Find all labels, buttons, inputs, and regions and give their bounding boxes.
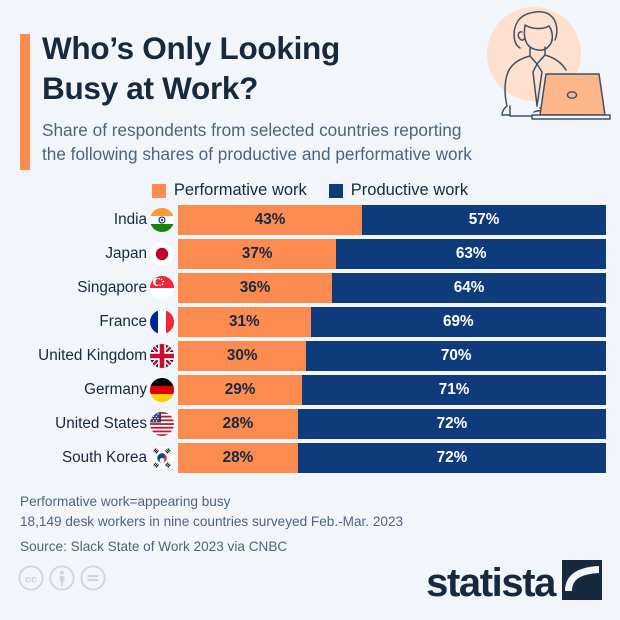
creative-commons-license-icons: cc xyxy=(18,565,106,591)
flag-france-icon xyxy=(150,310,174,334)
by-icon xyxy=(49,565,75,591)
stacked-bar: 43% 57% xyxy=(178,205,606,235)
country-label: United Kingdom xyxy=(38,347,147,364)
statista-swoosh-logo xyxy=(562,560,602,605)
stacked-bar: 36% 64% xyxy=(178,273,606,303)
legend-item-performative: Performative work xyxy=(151,181,307,200)
bar-segment-performative: 43% xyxy=(178,205,363,235)
stacked-bar: 28% 72% xyxy=(178,409,606,439)
bar-segment-performative: 30% xyxy=(178,341,307,371)
chart-row: Japan 37% 63% xyxy=(0,239,620,269)
chart-row: Singapore 36% 64% xyxy=(0,273,620,303)
bar-segment-productive: 70% xyxy=(306,341,606,371)
bar-segment-productive: 72% xyxy=(297,409,606,439)
country-label: Singapore xyxy=(77,279,147,296)
svg-text:cc: cc xyxy=(25,573,37,585)
legend-item-productive: Productive work xyxy=(328,181,469,200)
chart-row: South Korea 28% 72% xyxy=(0,443,620,473)
statista-logo: statista xyxy=(426,560,602,605)
bar-segment-productive: 69% xyxy=(310,307,606,337)
bar-segment-productive: 72% xyxy=(297,443,606,473)
chart-row: France 31% 69% xyxy=(0,307,620,337)
title-accent-bar xyxy=(20,34,30,170)
flag-south-korea-icon xyxy=(150,446,174,470)
footnote-source: Source: Slack State of Work 2023 via CNB… xyxy=(20,539,288,555)
stacked-bar: 37% 63% xyxy=(178,239,606,269)
cc-icon: cc xyxy=(18,565,44,591)
chart-row: United States 28% 72% xyxy=(0,409,620,439)
footnote-definition: Performative work=appearing busy xyxy=(20,494,231,509)
stacked-bar: 29% 71% xyxy=(178,375,606,405)
statista-wordmark: statista xyxy=(426,560,556,605)
flag-japan-icon xyxy=(150,242,174,266)
country-label: India xyxy=(113,211,147,228)
stacked-bar: 28% 72% xyxy=(178,443,606,473)
stacked-bar-chart: India 43% 57% Japan 37% 63% Singapore 36% 64%… xyxy=(0,205,620,477)
nd-icon xyxy=(80,565,106,591)
country-label: France xyxy=(99,313,147,330)
footnote-sample: 18,149 desk workers in nine countries su… xyxy=(20,514,404,530)
stacked-bar: 30% 70% xyxy=(178,341,606,371)
legend-label-productive: Productive work xyxy=(350,181,469,199)
chart-legend: Performative work Productive work xyxy=(0,181,620,200)
bar-segment-performative: 31% xyxy=(178,307,311,337)
bar-segment-productive: 57% xyxy=(362,205,606,235)
bar-segment-productive: 71% xyxy=(302,375,606,405)
flag-singapore-icon xyxy=(150,276,174,300)
bar-segment-performative: 28% xyxy=(178,409,298,439)
flag-germany-icon xyxy=(150,378,174,402)
country-label: United States xyxy=(55,415,147,432)
country-label: South Korea xyxy=(61,449,147,466)
legend-label-performative: Performative work xyxy=(173,181,307,199)
flag-united-states-icon xyxy=(150,412,174,436)
country-label: Japan xyxy=(105,245,147,262)
bar-segment-performative: 29% xyxy=(178,375,303,405)
bar-segment-performative: 37% xyxy=(178,239,337,269)
country-label: Germany xyxy=(84,381,147,398)
page-title: Who’s Only Looking Busy at Work? xyxy=(42,30,340,107)
legend-swatch-productive xyxy=(328,183,343,198)
flag-india-icon xyxy=(150,208,174,232)
bar-segment-performative: 36% xyxy=(178,273,333,303)
businessman-at-laptop-illustration xyxy=(452,2,612,130)
legend-swatch-performative xyxy=(151,183,166,198)
chart-row: India 43% 57% xyxy=(0,205,620,235)
chart-row: Germany 29% 71% xyxy=(0,375,620,405)
bar-segment-performative: 28% xyxy=(178,443,298,473)
page-subtitle: Share of respondents from selected count… xyxy=(42,120,472,165)
bar-segment-productive: 64% xyxy=(332,273,606,303)
bar-segment-productive: 63% xyxy=(336,239,606,269)
flag-united-kingdom-icon xyxy=(150,344,174,368)
chart-footnotes: Performative work=appearing busy 18,149 … xyxy=(20,492,580,557)
stacked-bar: 31% 69% xyxy=(178,307,606,337)
chart-row: United Kingdom 30% 70% xyxy=(0,341,620,371)
